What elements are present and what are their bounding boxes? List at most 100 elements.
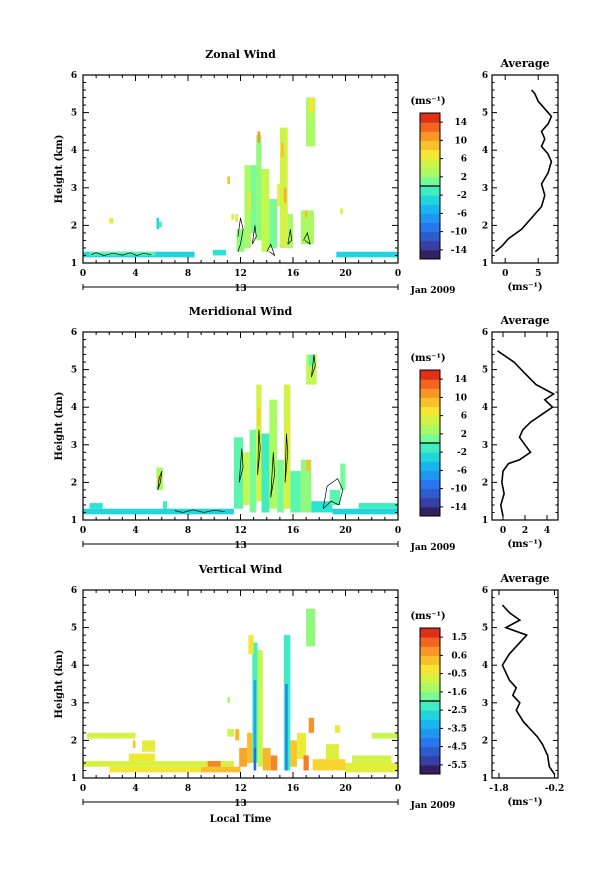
average-frame [491, 589, 559, 779]
x-tick-label: 8 [185, 526, 191, 536]
date-label: Jan 2009 [410, 801, 456, 811]
colorbar-segment [420, 628, 440, 638]
average-profile-line [497, 350, 556, 517]
colorbar-segment [420, 443, 440, 453]
colorbar-segment [420, 158, 440, 169]
colorbar-segment [420, 113, 440, 123]
x-tick-label: 20 [339, 526, 352, 536]
heatmap-cell [308, 354, 314, 366]
colorbar-tick-label: 10 [454, 393, 467, 403]
x-tick-label: 20 [339, 784, 352, 794]
heatmap-cell [304, 210, 308, 218]
average-frame [491, 331, 559, 521]
heatmap-cell [262, 747, 271, 771]
average-y-tick-label: 5 [482, 366, 488, 376]
heatmap-cell [128, 753, 156, 762]
colorbar-segment [420, 433, 440, 444]
heatmap-cell [290, 471, 301, 513]
contour-line [237, 217, 244, 252]
panel-title: Meridional Wind [189, 305, 293, 318]
heatmap-cell [109, 766, 202, 773]
heatmap-cell [306, 608, 316, 647]
colorbar-tick-label: -10 [451, 228, 467, 238]
heatmap-cell [83, 761, 234, 767]
y-tick-label: 5 [71, 366, 77, 376]
heatmap-cell [156, 217, 160, 230]
average-x-tick-label: 4 [544, 526, 550, 536]
colorbar-tick-label: -14 [451, 503, 467, 513]
colorbar-segment [420, 388, 440, 398]
colorbar-tick-label: 2 [461, 430, 467, 440]
y-tick-label: 3 [71, 441, 77, 451]
x-tick-label: 8 [185, 269, 191, 279]
colorbar-segment [420, 728, 440, 738]
colorbar-segment [420, 646, 440, 656]
colorbar-tick-label: -2.5 [448, 706, 467, 716]
colorbar-segment [420, 719, 440, 729]
colorbar-segment [420, 231, 440, 242]
heatmap-cell [247, 732, 253, 763]
heatmap-cell [336, 251, 398, 258]
heatmap-cell [277, 184, 280, 207]
heatmap-cell [332, 508, 398, 515]
y-tick-label: 3 [71, 699, 77, 709]
colorbar-segment [420, 249, 440, 260]
heatmap-cell [207, 761, 221, 767]
heatmap-cell [300, 459, 312, 513]
colorbar-unit-label: (ms⁻¹) [410, 96, 445, 107]
heatmap-cell [132, 740, 136, 748]
average-profile-line [501, 604, 556, 775]
heatmap-cell [300, 210, 314, 245]
y-tick-label: 6 [71, 586, 77, 596]
colorbar-tick-label: -14 [451, 246, 467, 256]
heatmap-cell [142, 740, 156, 752]
x-tick-label: 8 [185, 784, 191, 794]
colorbar-segment [420, 149, 440, 160]
colorbar-segment [420, 186, 440, 196]
heatmap-cell [249, 429, 257, 513]
y-axis-label: Height (km) [54, 135, 65, 204]
contour-line [311, 354, 316, 378]
y-tick-label: 6 [71, 71, 77, 81]
average-y-tick-label: 6 [482, 586, 488, 596]
heatmap-cell [308, 717, 314, 733]
colorbar-segment [420, 415, 440, 426]
y-tick-label: 4 [71, 661, 77, 671]
day-label: 13 [234, 541, 247, 551]
heatmap-cell [257, 407, 261, 426]
colorbar-tick-label: -2 [457, 191, 467, 201]
contour-line [157, 470, 163, 491]
colorbar-tick-label: -6 [457, 209, 467, 219]
heatmap-cell [231, 214, 234, 220]
colorbar-tick-label: -1.6 [448, 688, 467, 698]
colorbar-segment [420, 222, 440, 233]
heatmap-cell [290, 740, 297, 767]
x-tick-label: 0 [80, 784, 86, 794]
day-label: 13 [234, 799, 247, 809]
heatmap-cell [89, 503, 103, 509]
date-label: Jan 2009 [410, 543, 456, 553]
heatmap-cell [306, 459, 311, 472]
colorbar-segment [420, 746, 440, 757]
heatmap-cell [244, 165, 251, 248]
heatmap-cell [371, 732, 398, 739]
y-tick-label: 1 [71, 259, 77, 269]
x-tick-label: 4 [132, 269, 138, 279]
heatmap-cell [253, 747, 257, 771]
colorbar-segment [420, 755, 440, 766]
colorbar-segment [420, 452, 440, 462]
colorbar-segment [420, 764, 440, 775]
heatmap-cell [227, 697, 230, 703]
x-tick-label: 0 [395, 269, 401, 279]
colorbar-tick-label: -10 [451, 485, 467, 495]
colorbar-segment [420, 131, 440, 141]
heatmap-cell [296, 732, 307, 760]
x-tick-label: 20 [339, 269, 352, 279]
colorbar-segment [420, 370, 440, 380]
y-tick-label: 1 [71, 516, 77, 526]
heatmap-cell [248, 635, 254, 654]
heatmap-cell [329, 489, 341, 505]
